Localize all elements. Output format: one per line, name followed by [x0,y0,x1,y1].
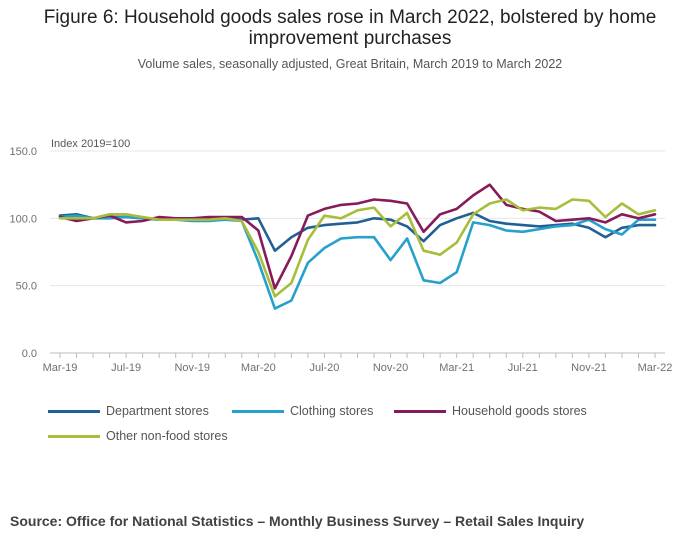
legend-label-department-stores: Department stores [106,404,209,418]
source-note: Source: Office for National Statistics –… [10,513,585,529]
x-tick-label: Mar-19 [43,362,78,374]
x-tick-label: Mar-21 [439,362,474,374]
x-tick-label: Jul-20 [309,362,339,374]
x-tick-label: Jul-21 [508,362,538,374]
legend-swatch-household-goods-stores [394,409,446,413]
y-tick-label: 0.0 [22,348,37,360]
legend-swatch-clothing-stores [232,409,284,413]
legend-item-household-goods-stores: Household goods stores [394,404,587,418]
series-line-other-non-food-stores [58,198,657,298]
chart-subtitle: Volume sales, seasonally adjusted, Great… [137,57,563,71]
y-axis-label: Index 2019=100 [51,138,130,150]
series-line-household-goods-stores [58,183,657,290]
legend-label-other-non-food-stores: Other non-food stores [106,429,228,443]
x-tick-label: Nov-19 [174,362,209,374]
legend-swatch-other-non-food-stores [48,434,100,438]
x-tick-label: Nov-20 [373,362,408,374]
chart-title: Figure 6: Household goods sales rose in … [43,7,657,49]
x-tick-label: Mar-22 [638,362,673,374]
x-tick-label: Mar-20 [241,362,276,374]
y-tick-label: 50.0 [16,281,37,293]
legend-label-clothing-stores: Clothing stores [290,404,374,418]
legend-label-household-goods-stores: Household goods stores [452,404,587,418]
legend-swatch-department-stores [48,409,100,413]
y-tick-label: 150.0 [9,146,37,158]
legend-item-other-non-food-stores: Other non-food stores [48,429,228,443]
x-tick-label: Nov-21 [571,362,606,374]
legend-item-department-stores: Department stores [48,404,209,418]
series-line-clothing-stores [58,214,657,310]
legend-item-clothing-stores: Clothing stores [232,404,373,418]
x-tick-label: Jul-19 [111,362,141,374]
y-tick-label: 100.0 [9,213,37,225]
